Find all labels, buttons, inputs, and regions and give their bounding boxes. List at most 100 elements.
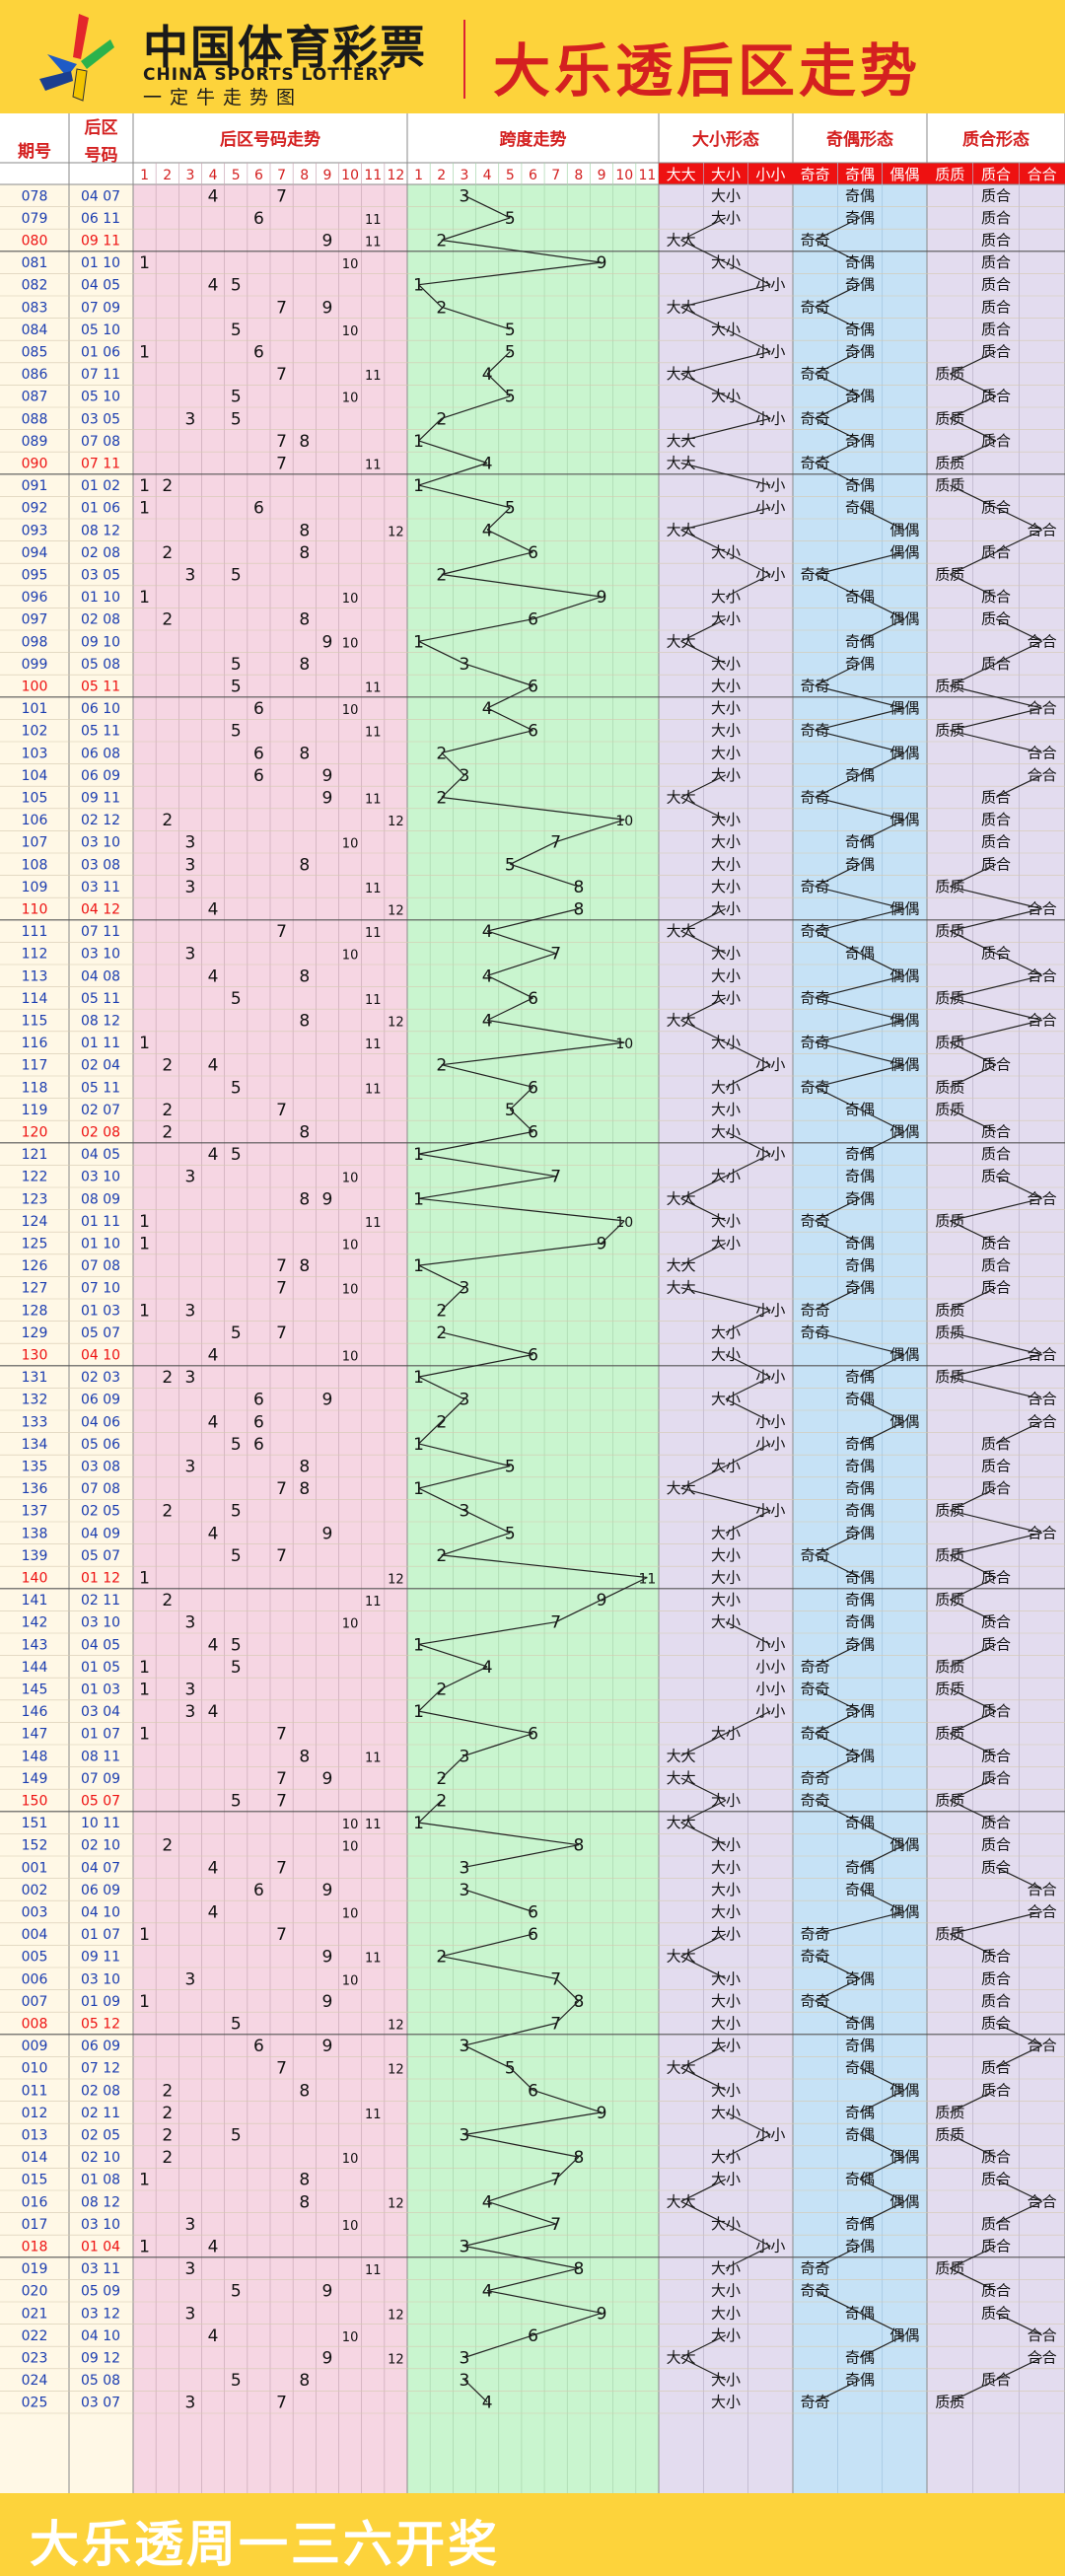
back-zone-nums: 01 11 (81, 1214, 120, 1230)
issue-label: 144 (22, 1660, 48, 1676)
oe-trend-line (859, 1109, 905, 1133)
zone-pc-bg (927, 113, 1065, 2493)
span-mark: 7 (550, 945, 561, 965)
ball-mark: 1 (139, 1569, 150, 1589)
back-zone-nums: 07 11 (81, 367, 120, 383)
ball-mark: 9 (322, 298, 333, 318)
span-mark: 5 (505, 1524, 516, 1543)
size-trend-line (725, 2111, 771, 2136)
oe-trend-line (859, 751, 905, 776)
back-zone-nums: 01 12 (81, 1571, 120, 1587)
issue-label: 151 (22, 1816, 48, 1831)
size-mark: 大小 (711, 1078, 741, 1096)
back-zone-nums: 07 11 (81, 457, 120, 472)
span-trend-line (463, 2133, 579, 2158)
col-header-odd_even_shape: 奇偶形态 (826, 129, 893, 150)
size-trend-line (680, 1777, 727, 1802)
ball-mark: 5 (231, 1145, 242, 1165)
span-mark: 2 (436, 1324, 447, 1343)
issue-label: 120 (22, 1125, 48, 1141)
ball-mark: 6 (253, 699, 264, 719)
size-trend-line (680, 417, 771, 442)
pc-trend-line (995, 2044, 1042, 2069)
lottery-logo-icon (39, 14, 114, 102)
ball-mark: 7 (276, 455, 287, 474)
issue-label: 127 (22, 1281, 48, 1297)
span-mark: 9 (597, 253, 607, 273)
size-trend-line (725, 2245, 771, 2269)
back-zone-nums: 03 04 (81, 1704, 120, 1720)
logo-english-text: CHINA SPORTS LOTTERY (143, 65, 391, 85)
span-trend-line (418, 1197, 625, 1222)
back-zone-nums: 03 08 (81, 857, 120, 873)
span-trend-line (441, 573, 603, 598)
pc-mark: 质合 (981, 811, 1011, 828)
span-trend-line (486, 684, 533, 709)
size-trend-line (725, 395, 771, 419)
oe-trend-line (815, 1197, 861, 1222)
oe-trend-line (815, 2379, 861, 2403)
size-trend-line (725, 2223, 771, 2248)
back-zone-nums: 04 10 (81, 1905, 120, 1921)
back-zone-nums: 06 10 (81, 701, 120, 717)
pc-trend-line (950, 1777, 997, 1802)
back-zone-nums: 08 09 (81, 1191, 120, 1207)
ball-mark: 5 (231, 2015, 242, 2035)
span-mark: 4 (482, 2192, 493, 2212)
span-mark: 3 (460, 2037, 470, 2056)
span-mark: 1 (413, 1368, 424, 1388)
span-mark: 10 (615, 1037, 633, 1052)
issue-label: 137 (22, 1504, 48, 1520)
ball-mark: 6 (253, 209, 264, 229)
back-zone-nums: 03 10 (81, 1971, 120, 1987)
issue-label: 118 (22, 1080, 48, 1096)
oe-trend-line (815, 1710, 861, 1735)
pc-trend-line (995, 2022, 1042, 2046)
span-mark: 7 (550, 1168, 561, 1187)
pc-trend-line (950, 573, 997, 598)
span-mark: 1 (413, 1435, 424, 1455)
span-trend-line (463, 663, 533, 687)
oe-trend-line (815, 1019, 905, 1043)
zone-oe-bg (793, 113, 927, 2493)
ball-mark: 2 (162, 476, 173, 496)
span-mark: 2 (436, 1792, 447, 1812)
oe-trend-line (859, 953, 905, 976)
span-header-11: 11 (638, 168, 656, 183)
span-header-3: 3 (460, 168, 468, 183)
ball-mark: 11 (365, 1216, 382, 1231)
ball-mark: 5 (231, 678, 242, 697)
issue-label: 012 (22, 2106, 48, 2121)
span-trend-line (555, 819, 625, 843)
span-trend-line (441, 239, 603, 263)
issue-label: 107 (22, 835, 48, 851)
back-zone-nums: 06 09 (81, 2039, 120, 2054)
ball-mark: 6 (253, 744, 264, 763)
back-zone-nums: 05 10 (81, 390, 120, 405)
pc-trend-line (995, 1420, 1042, 1445)
ball-mark: 9 (322, 2349, 333, 2369)
span-trend-line (418, 1710, 533, 1735)
span-mark: 9 (597, 588, 607, 608)
shape-subheader-bg (659, 163, 1065, 184)
ball-mark: 10 (342, 592, 359, 607)
ball-mark: 5 (231, 1658, 242, 1678)
span-header-9: 9 (598, 168, 606, 183)
ball-mark: 7 (276, 1925, 287, 1945)
back-zone-nums: 05 10 (81, 322, 120, 338)
issue-label: 128 (22, 1303, 48, 1319)
span-mark: 1 (413, 276, 424, 296)
span-mark: 4 (482, 922, 493, 942)
back-zone-nums: 01 03 (81, 1682, 120, 1698)
span-mark: 3 (460, 1747, 470, 1766)
span-trend-line (486, 507, 511, 531)
issue-label: 146 (22, 1704, 48, 1720)
issue-label: 101 (22, 701, 48, 717)
back-zone-nums: 01 07 (81, 1927, 120, 1943)
back-zone-nums: 03 07 (81, 2396, 120, 2411)
ball-mark: 12 (388, 815, 404, 829)
span-mark: 2 (436, 298, 447, 318)
oe-trend-line (815, 462, 861, 486)
back-zone-nums: 02 04 (81, 1058, 120, 1074)
ball-mark: 8 (299, 610, 310, 630)
